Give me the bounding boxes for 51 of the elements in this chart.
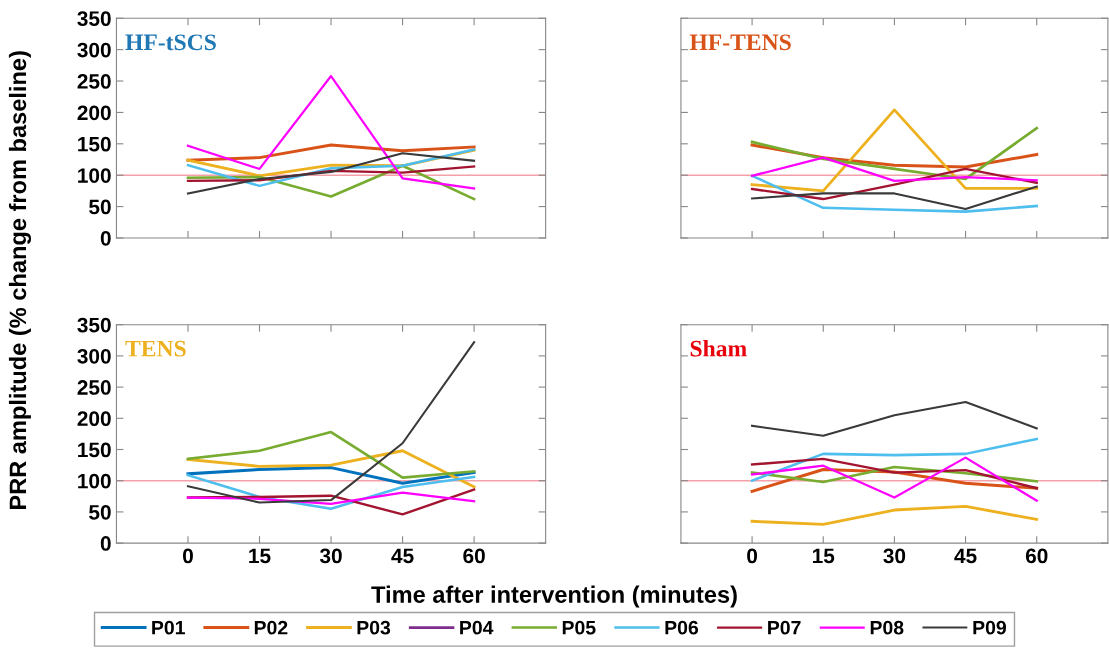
legend-label: P01	[152, 620, 185, 635]
x-tick-label: 15	[249, 548, 271, 564]
y-tick-label: 200	[77, 105, 111, 121]
y-tick-label: 50	[89, 504, 111, 520]
x-tick-label: 0	[747, 548, 758, 564]
x-tick-label: 45	[954, 548, 977, 564]
line-series	[186, 466, 476, 485]
line-series	[186, 148, 476, 188]
legend-label: P07	[768, 620, 801, 635]
y-tick-label: 0	[100, 536, 111, 551]
y-tick-label: 150	[78, 442, 111, 458]
y-tick-label: 250	[77, 380, 111, 395]
line-series	[186, 152, 476, 195]
line-series	[186, 430, 476, 479]
text: TENS	[125, 340, 186, 357]
line-series	[186, 165, 476, 183]
y-tick-label: 200	[77, 411, 111, 427]
x-tick-label: 60	[463, 548, 485, 564]
y-tick-label: 250	[77, 74, 111, 89]
y-tick-label: 100	[78, 168, 111, 183]
y-tick-label: 300	[77, 348, 111, 364]
y-tick-label: 350	[77, 317, 111, 333]
x-tick-label: 0	[183, 548, 193, 564]
legend-label: P08	[870, 620, 904, 635]
y-tick-label: 100	[78, 473, 111, 489]
line-series	[186, 449, 476, 489]
legend-label: P02	[254, 620, 288, 635]
y-tick-label: 350	[77, 11, 111, 27]
x-tick-label: 15	[812, 548, 835, 564]
x-axis-title: Time after intervention (minutes)	[371, 585, 737, 608]
legend-label: P09	[973, 620, 1006, 635]
x-tick-label: 60	[1025, 548, 1048, 564]
y-tick-label: 300	[77, 42, 111, 58]
line-series	[186, 341, 476, 504]
chart-title: Sham	[690, 339, 747, 357]
legend-label: P05	[562, 620, 596, 635]
x-tick-label: 45	[391, 548, 414, 564]
legend-label: P06	[665, 620, 699, 635]
y-tick-label: 0	[100, 230, 111, 246]
y-axis-title: PRR amplitude (% change from baseline)	[8, 51, 32, 510]
line-series	[186, 491, 476, 505]
y-tick-label: 50	[89, 199, 111, 215]
legend-label: P03	[357, 620, 391, 635]
text: HF-tSCS	[125, 34, 216, 51]
y-tick-label: 150	[78, 136, 111, 152]
text: HF-TENS	[689, 34, 791, 51]
x-tick-label: 30	[883, 548, 906, 564]
line-series	[186, 74, 476, 190]
x-tick-label: 30	[319, 548, 342, 564]
legend-label: P04	[460, 620, 494, 635]
line-series	[186, 143, 476, 162]
